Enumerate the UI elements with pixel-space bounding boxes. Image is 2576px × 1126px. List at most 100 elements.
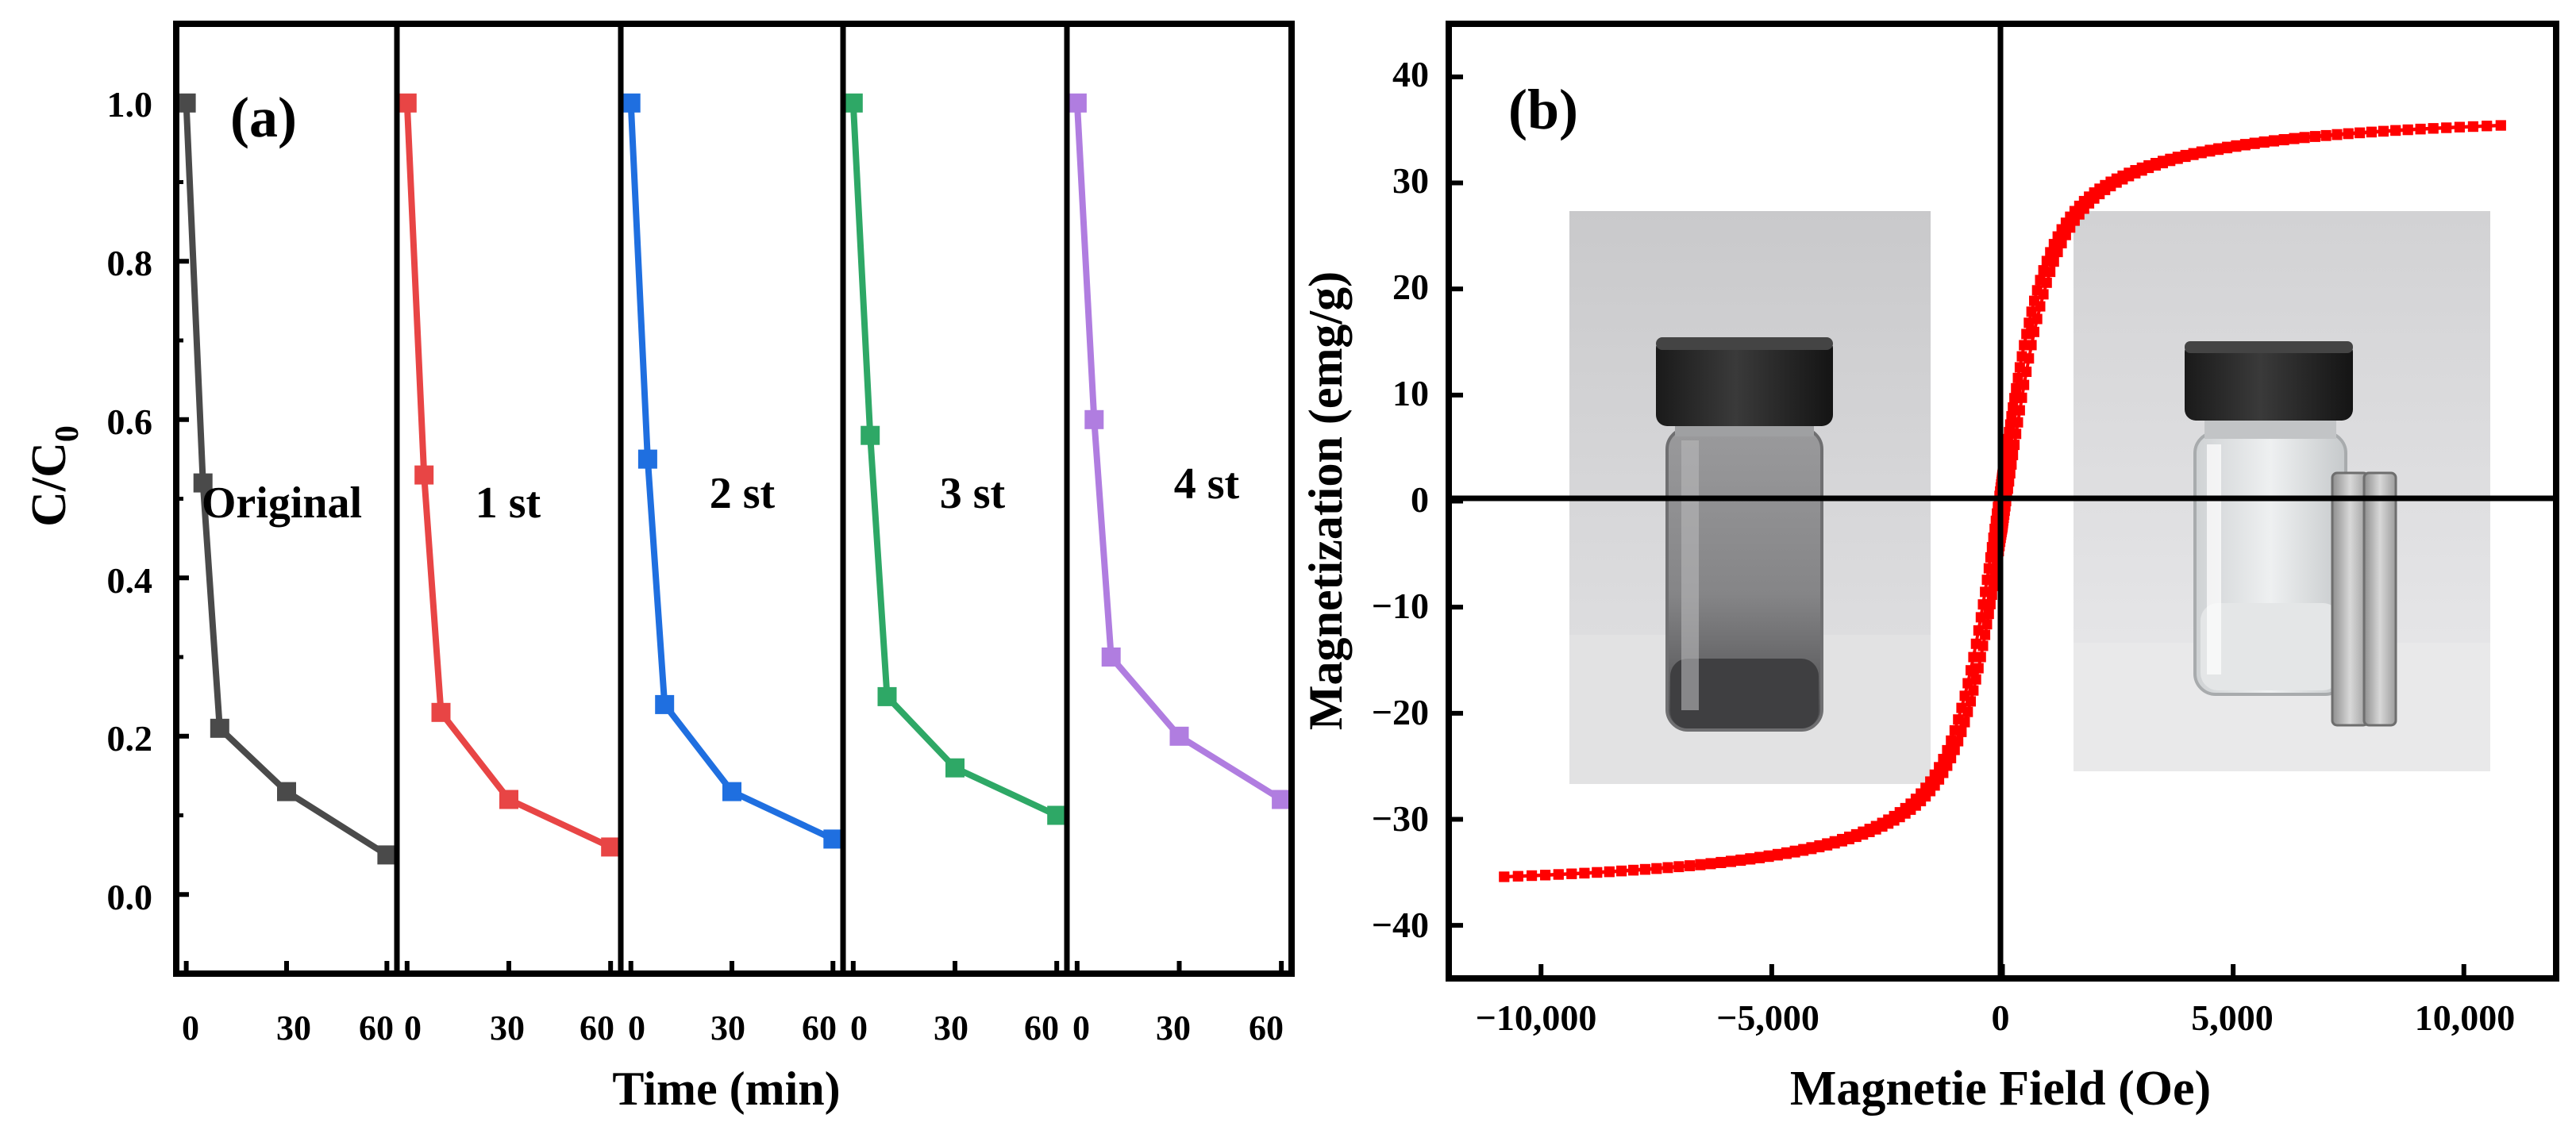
b-xtick-label-0: −10,000 bbox=[1476, 997, 1597, 1038]
b-branch-1-point-159 bbox=[2355, 128, 2366, 139]
b-branch-1-point-140 bbox=[2172, 153, 2183, 164]
b-branch-1-point-0 bbox=[1499, 871, 1510, 882]
b-branch-1-point-153 bbox=[2289, 133, 2300, 144]
b-branch-1-point-117 bbox=[2045, 267, 2056, 278]
b-branch-1-point-18 bbox=[1715, 858, 1727, 868]
b-branch-1-point-21 bbox=[1745, 854, 1756, 865]
a-series-4-point-1 bbox=[1084, 409, 1104, 429]
b-ytick-label-6: 20 bbox=[1392, 267, 1429, 307]
inset-photo-magnet bbox=[2074, 211, 2490, 771]
b-branch-1-point-1 bbox=[1512, 870, 1523, 882]
a-p3-xtick-label-2: 60 bbox=[1024, 1009, 1059, 1047]
a-ylabel-main: C/C bbox=[22, 442, 76, 527]
b-branch-1-point-59 bbox=[1968, 685, 1979, 696]
b-branch-0-point-110 bbox=[2023, 317, 2035, 329]
b-branch-1-point-141 bbox=[2180, 152, 2191, 163]
b-branch-1-point-58 bbox=[1966, 696, 1976, 707]
b-branch-1-point-12 bbox=[1651, 863, 1662, 874]
b-branch-1-point-99 bbox=[2004, 476, 2015, 487]
b-hysteresis-curve bbox=[1499, 120, 2506, 882]
b-branch-1-point-114 bbox=[2035, 301, 2046, 312]
b-branch-1-point-107 bbox=[2016, 392, 2027, 403]
a-series-0-point-1 bbox=[193, 473, 213, 493]
b-branch-1-point-166 bbox=[2441, 122, 2452, 133]
b-branch-1-point-151 bbox=[2269, 136, 2279, 147]
b-branch-1-point-14 bbox=[1673, 862, 1685, 873]
a-p1-xtick-label-0: 0 bbox=[404, 1009, 422, 1047]
b-branch-1-point-161 bbox=[2378, 126, 2389, 137]
a-p1-xtick-label-2: 60 bbox=[580, 1009, 614, 1047]
a-series-4-point-3 bbox=[1169, 726, 1189, 746]
b-ytick-label-0: −40 bbox=[1372, 905, 1429, 945]
a-series-3-point-4 bbox=[1047, 805, 1067, 825]
b-branch-1-point-55 bbox=[1956, 726, 1967, 737]
a-series-1-point-3 bbox=[499, 790, 518, 809]
b-branch-1-point-53 bbox=[1949, 744, 1960, 755]
a-series-4-point-2 bbox=[1101, 648, 1121, 667]
b-branch-1-point-2 bbox=[1527, 870, 1538, 882]
b-ytick-labels: −40 −30 −20 −10 0 10 20 30 40 bbox=[1372, 54, 1429, 945]
b-branch-1-point-22 bbox=[1754, 852, 1765, 863]
b-branch-1-point-54 bbox=[1953, 736, 1964, 747]
b-branch-1-point-19 bbox=[1726, 856, 1736, 867]
b-branch-1-point-152 bbox=[2278, 135, 2289, 146]
a-label-1st: 1 st bbox=[476, 478, 541, 528]
b-branch-1-point-7 bbox=[1592, 867, 1603, 878]
b-branch-1-point-104 bbox=[2011, 428, 2022, 440]
b-branch-1-point-163 bbox=[2402, 125, 2413, 136]
b-branch-1-point-160 bbox=[2366, 127, 2377, 138]
b-branch-1-point-25 bbox=[1781, 848, 1792, 859]
b-branch-1-point-119 bbox=[2052, 247, 2063, 258]
b-branch-1-point-112 bbox=[2029, 326, 2039, 337]
b-branch-1-point-17 bbox=[1705, 859, 1716, 870]
b-ytick-label-7: 30 bbox=[1392, 160, 1429, 201]
b-branch-1-point-165 bbox=[2428, 123, 2439, 134]
b-branch-1-point-148 bbox=[2239, 140, 2251, 151]
a-p4-xtick-label-0: 0 bbox=[1072, 1009, 1090, 1047]
b-branch-1-point-142 bbox=[2188, 149, 2199, 160]
b-branch-1-point-169 bbox=[2482, 121, 2493, 132]
b-branch-1-point-68 bbox=[1986, 590, 1997, 600]
b-branch-1-point-23 bbox=[1763, 851, 1774, 863]
b-branch-1-point-60 bbox=[1970, 674, 1981, 685]
b-branch-1-point-66 bbox=[1983, 609, 1994, 620]
b-branch-1-point-57 bbox=[1962, 706, 1973, 717]
a-series-3-point-0 bbox=[843, 93, 863, 113]
b-branch-1-point-5 bbox=[1566, 868, 1577, 879]
a-series-2-point-4 bbox=[823, 829, 843, 849]
b-ytick-label-5: 10 bbox=[1392, 373, 1429, 413]
b-branch-1-point-24 bbox=[1772, 850, 1783, 861]
a-series-2-point-3 bbox=[722, 782, 741, 801]
b-branch-1-point-108 bbox=[2019, 379, 2030, 390]
b-branch-1-point-8 bbox=[1604, 867, 1615, 878]
a-p4-xtick-label-2: 60 bbox=[1249, 1009, 1284, 1047]
a-xtick-labels: 0 30 60 0 30 60 0 30 60 0 30 60 0 30 60 bbox=[182, 1009, 1284, 1047]
a-series-0-point-3 bbox=[277, 782, 296, 801]
b-branch-1-point-103 bbox=[2009, 440, 2020, 451]
b-branch-1-point-156 bbox=[2320, 130, 2331, 141]
b-branch-1-point-67 bbox=[1985, 598, 1996, 609]
b-xtick-label-4: 10,000 bbox=[2415, 997, 2516, 1038]
b-branch-1-point-157 bbox=[2331, 129, 2343, 140]
a-series bbox=[176, 93, 1292, 865]
a-ytick-label-3: 0.6 bbox=[107, 402, 153, 442]
b-branch-1-point-109 bbox=[2021, 367, 2032, 377]
a-p1-xtick-label-1: 30 bbox=[490, 1009, 525, 1047]
a-ytick-label-1: 0.2 bbox=[107, 718, 153, 759]
a-p2-xtick-label-0: 0 bbox=[628, 1009, 645, 1047]
b-xtick-labels: −10,000 −5,000 0 5,000 10,000 bbox=[1476, 997, 2516, 1038]
a-p3-xtick-label-1: 30 bbox=[934, 1009, 968, 1047]
b-branch-1-point-158 bbox=[2343, 129, 2354, 140]
b-branch-1-point-116 bbox=[2041, 277, 2052, 288]
a-series-2-point-2 bbox=[655, 694, 675, 714]
b-branch-1-point-20 bbox=[1735, 855, 1746, 867]
b-branch-1-point-105 bbox=[2012, 417, 2023, 428]
b-branch-1-point-102 bbox=[2008, 449, 2019, 460]
a-series-3-point-3 bbox=[945, 758, 965, 778]
a-ytick-label-5: 1.0 bbox=[107, 84, 153, 125]
a-p0-xtick-label-1: 30 bbox=[276, 1009, 311, 1047]
a-p0-xtick-label-0: 0 bbox=[182, 1009, 199, 1047]
b-branch-1-point-29 bbox=[1814, 842, 1825, 853]
a-p2-xtick-label-2: 60 bbox=[802, 1009, 837, 1047]
b-ytick-label-2: −20 bbox=[1372, 692, 1429, 732]
